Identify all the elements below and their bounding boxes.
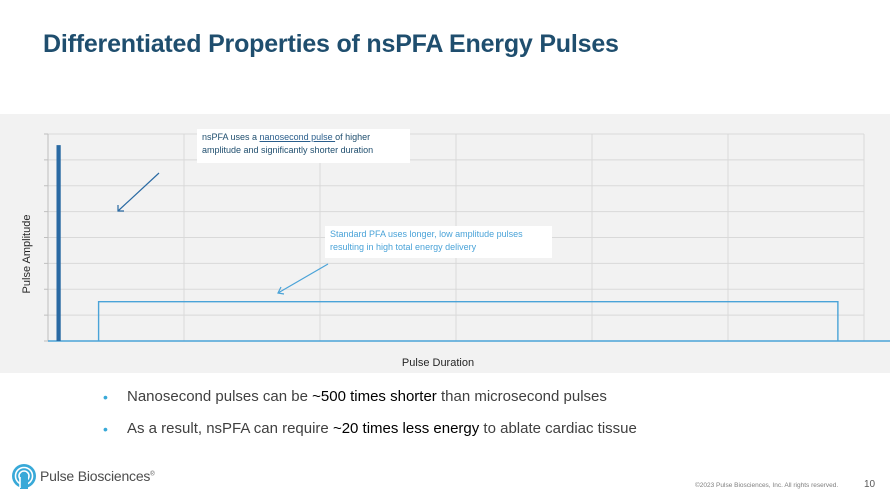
slide-title: Differentiated Properties of nsPFA Energ…: [43, 30, 619, 58]
chart-series: [56, 145, 839, 341]
nspfa-callout-text: nsPFA uses a: [202, 132, 260, 142]
bullet-text-end: than microsecond pulses: [436, 388, 607, 405]
bullet-list: • Nanosecond pulses can be ~500 times sh…: [103, 384, 637, 448]
ns-arrow: [117, 172, 160, 212]
registered-mark: ®: [150, 471, 155, 478]
nspfa-callout: nsPFA uses a nanosecond pulse of higher …: [197, 129, 410, 163]
bullet-text-end: to ablate cardiac tissue: [479, 420, 637, 437]
bullet-dot-icon: •: [103, 421, 108, 437]
page-number: 10: [864, 479, 876, 490]
standard-pfa-callout: Standard PFA uses longer, low amplitude …: [325, 226, 552, 258]
logo-name: Pulse Biosciences: [40, 468, 151, 484]
pulse-chart: [44, 133, 890, 342]
bullet-text: As a result, nsPFA can require: [127, 420, 333, 437]
bullet-emphasis: ~500 times shorter: [312, 388, 437, 405]
standard-pfa-pulse-series: [97, 300, 839, 341]
copyright-notice: ©2023 Pulse Biosciences, Inc. All rights…: [695, 482, 839, 489]
std-arrow: [277, 263, 329, 294]
nspfa-callout-line2: amplitude and significantly shorter dura…: [202, 144, 374, 155]
y-axis-label: Pulse Amplitude: [21, 214, 33, 294]
chart-axes: [47, 134, 890, 342]
ns-arrow-head: [117, 205, 124, 212]
chart-grid: [44, 133, 865, 342]
bullet-emphasis: ~20 times less energy: [332, 420, 480, 437]
pulse-biosciences-logo: Pulse Biosciences®: [11, 463, 161, 491]
std-arrow-head: [277, 286, 285, 295]
nspfa-pulse-series: [56, 145, 61, 341]
pulse-logo-icon: [12, 464, 36, 489]
bullet-item: • As a result, nsPFA can require ~20 tim…: [103, 416, 637, 448]
logo-wordmark: Pulse Biosciences®: [40, 468, 155, 484]
bullet-dot-icon: •: [103, 389, 108, 405]
nspfa-callout-line1: nsPFA uses a nanosecond pulse of higher: [202, 131, 404, 144]
standard-callout-line1: Standard PFA uses longer, low amplitude …: [330, 229, 523, 239]
chart-arrows: [117, 172, 329, 295]
standard-callout-line2: resulting in high total energy delivery: [330, 241, 477, 252]
nspfa-callout-text-end: of higher: [335, 132, 371, 142]
bullet-text: Nanosecond pulses can be: [127, 388, 313, 405]
chart-panel: [0, 114, 890, 373]
x-axis-label: Pulse Duration: [401, 357, 475, 369]
bullet-item: • Nanosecond pulses can be ~500 times sh…: [103, 384, 637, 416]
nanosecond-pulse-link[interactable]: nanosecond pulse: [259, 132, 336, 142]
